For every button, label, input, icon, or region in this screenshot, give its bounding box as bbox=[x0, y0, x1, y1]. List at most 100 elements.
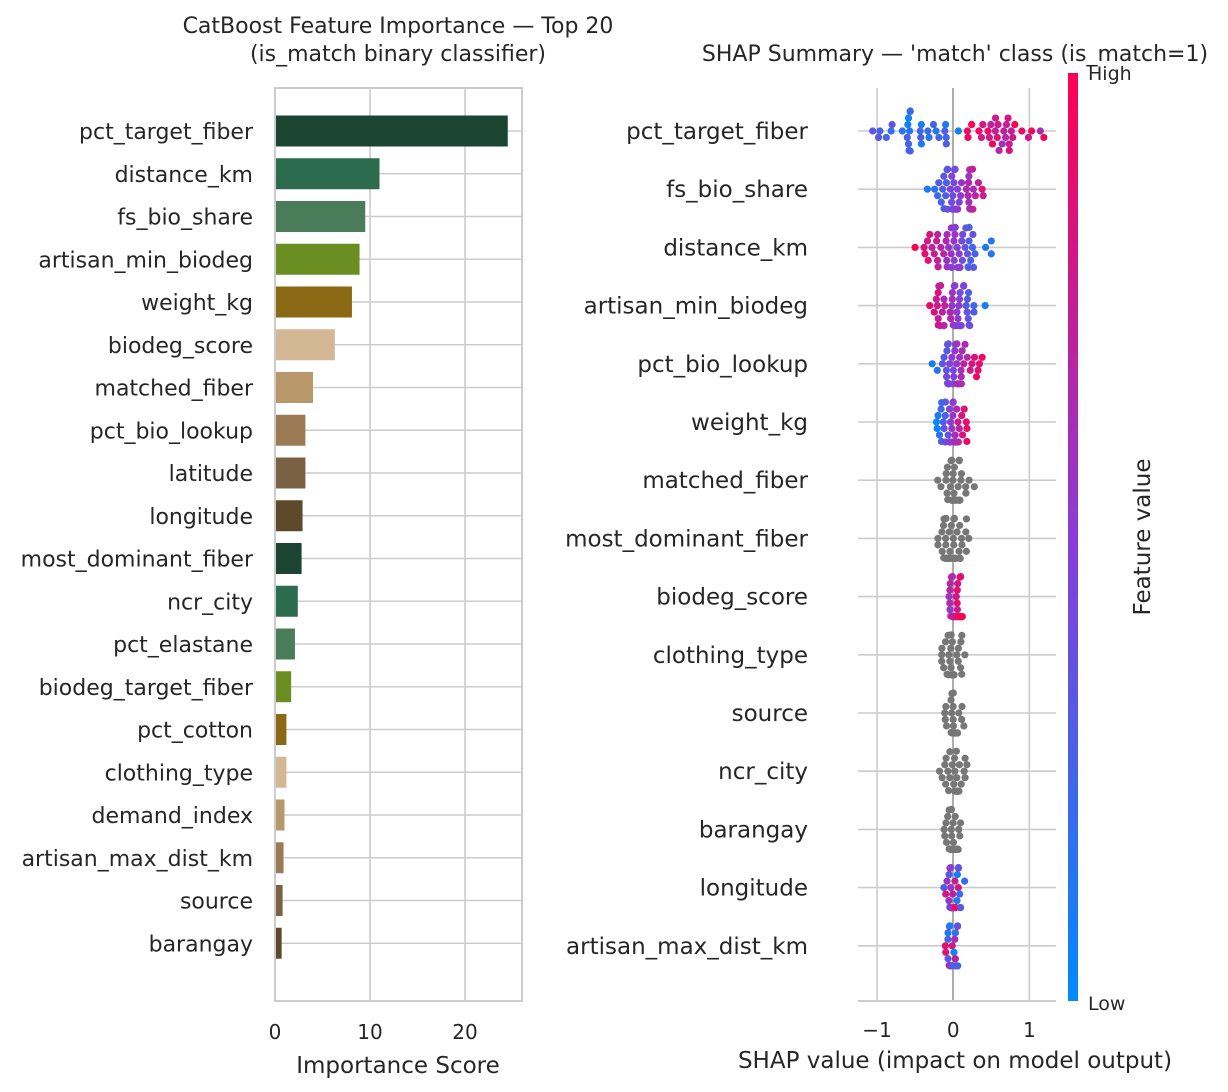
shap-point bbox=[965, 223, 973, 231]
shap-point bbox=[946, 547, 954, 555]
shap-point bbox=[933, 302, 941, 310]
shap-point bbox=[945, 593, 953, 601]
shap-point bbox=[953, 405, 961, 413]
bar-latitude bbox=[275, 457, 306, 489]
shap-point bbox=[977, 133, 986, 142]
shap-point bbox=[1001, 133, 1010, 142]
shap-point bbox=[942, 373, 951, 381]
shap-point bbox=[958, 715, 966, 724]
shap-ylabel: biodeg_score bbox=[656, 585, 808, 611]
shap-point bbox=[948, 832, 956, 840]
shap-point bbox=[945, 787, 953, 795]
bar-ylabel: biodeg_score bbox=[108, 334, 253, 359]
shap-point bbox=[934, 314, 942, 323]
shap-point bbox=[904, 120, 912, 129]
shap-point bbox=[955, 456, 963, 464]
bar-ylabel: ncr_city bbox=[167, 590, 253, 615]
shap-point bbox=[944, 431, 952, 439]
shap-point bbox=[955, 825, 963, 834]
shap-xtick-label: 1 bbox=[1023, 1018, 1036, 1042]
shap-point bbox=[947, 825, 955, 834]
shap-point bbox=[962, 547, 971, 555]
shap-point bbox=[956, 832, 964, 840]
shap-point bbox=[953, 360, 961, 368]
shap-point bbox=[946, 599, 954, 607]
colorbar-label: Feature value bbox=[1130, 458, 1156, 615]
shap-point bbox=[953, 308, 961, 316]
shap-point bbox=[948, 424, 956, 433]
shap-point bbox=[943, 489, 951, 497]
shap-point bbox=[941, 411, 949, 420]
bar-chart-frame bbox=[274, 87, 523, 1002]
shap-point bbox=[938, 774, 946, 782]
shap-point bbox=[951, 431, 959, 439]
shap-point bbox=[956, 890, 964, 898]
shap-point bbox=[974, 366, 982, 374]
shap-point bbox=[953, 651, 961, 659]
shap-point bbox=[874, 133, 883, 142]
shap-point bbox=[940, 424, 948, 433]
shap-point bbox=[987, 237, 995, 245]
shap-point bbox=[956, 521, 964, 530]
shap-point bbox=[934, 192, 942, 200]
shap-point bbox=[949, 470, 957, 478]
shap-point bbox=[941, 127, 949, 135]
shap-point bbox=[963, 127, 972, 135]
shap-point bbox=[948, 761, 957, 769]
shap-point bbox=[947, 314, 955, 323]
shap-xlabel: SHAP value (impact on model output) bbox=[738, 1048, 1172, 1074]
shap-point bbox=[941, 398, 950, 406]
shap-point bbox=[948, 263, 956, 271]
shap-point bbox=[951, 165, 959, 173]
shap-point bbox=[949, 838, 958, 846]
bar-xtick-label: 10 bbox=[357, 1020, 382, 1044]
shap-point bbox=[942, 470, 950, 478]
shap-point bbox=[937, 282, 945, 290]
shap-point bbox=[958, 237, 966, 245]
shap-point bbox=[954, 644, 962, 652]
shap-point bbox=[950, 463, 958, 471]
bar-ylabel: matched_fiber bbox=[95, 377, 254, 402]
shap-point bbox=[963, 761, 971, 769]
shap-point bbox=[932, 295, 940, 303]
shap-point bbox=[956, 289, 964, 297]
shap-point bbox=[948, 942, 956, 950]
shap-point bbox=[942, 237, 950, 245]
shap-point bbox=[978, 353, 986, 361]
bar-demand_index bbox=[275, 799, 285, 831]
bar-chart-xlabel: Importance Score bbox=[296, 1053, 500, 1079]
shap-point bbox=[953, 774, 961, 782]
shap-point bbox=[958, 256, 966, 264]
bar-ylabel: pct_bio_lookup bbox=[90, 419, 253, 444]
shap-point bbox=[950, 489, 958, 497]
shap-point bbox=[945, 896, 953, 905]
shap-point bbox=[957, 534, 966, 543]
bar-ylabel: weight_kg bbox=[141, 291, 253, 316]
shap-point bbox=[934, 230, 942, 239]
shap-point bbox=[957, 322, 965, 330]
bar-ylabel: pct_target_fiber bbox=[79, 120, 254, 145]
shap-point bbox=[970, 302, 978, 310]
shap-point bbox=[964, 314, 972, 323]
shap-point bbox=[949, 715, 957, 724]
shap-point bbox=[949, 366, 957, 374]
shap-point bbox=[934, 263, 942, 271]
shap-point bbox=[1000, 127, 1008, 135]
shap-point bbox=[947, 696, 955, 704]
shap-ylabel: longitude bbox=[700, 876, 808, 902]
shap-point bbox=[964, 192, 972, 200]
shap-point bbox=[951, 223, 959, 231]
shap-point bbox=[942, 754, 950, 762]
shap-ylabel: source bbox=[732, 701, 808, 727]
shap-point bbox=[953, 185, 962, 193]
shap-point bbox=[946, 418, 955, 426]
shap-point bbox=[954, 884, 962, 892]
shap-point bbox=[953, 243, 961, 251]
shap-point bbox=[934, 476, 942, 484]
shap-point bbox=[947, 631, 955, 639]
shap-point bbox=[941, 832, 949, 840]
shap-point bbox=[974, 179, 983, 187]
shap-point bbox=[882, 133, 890, 142]
shap-point bbox=[876, 127, 884, 135]
shap-point bbox=[961, 243, 969, 251]
